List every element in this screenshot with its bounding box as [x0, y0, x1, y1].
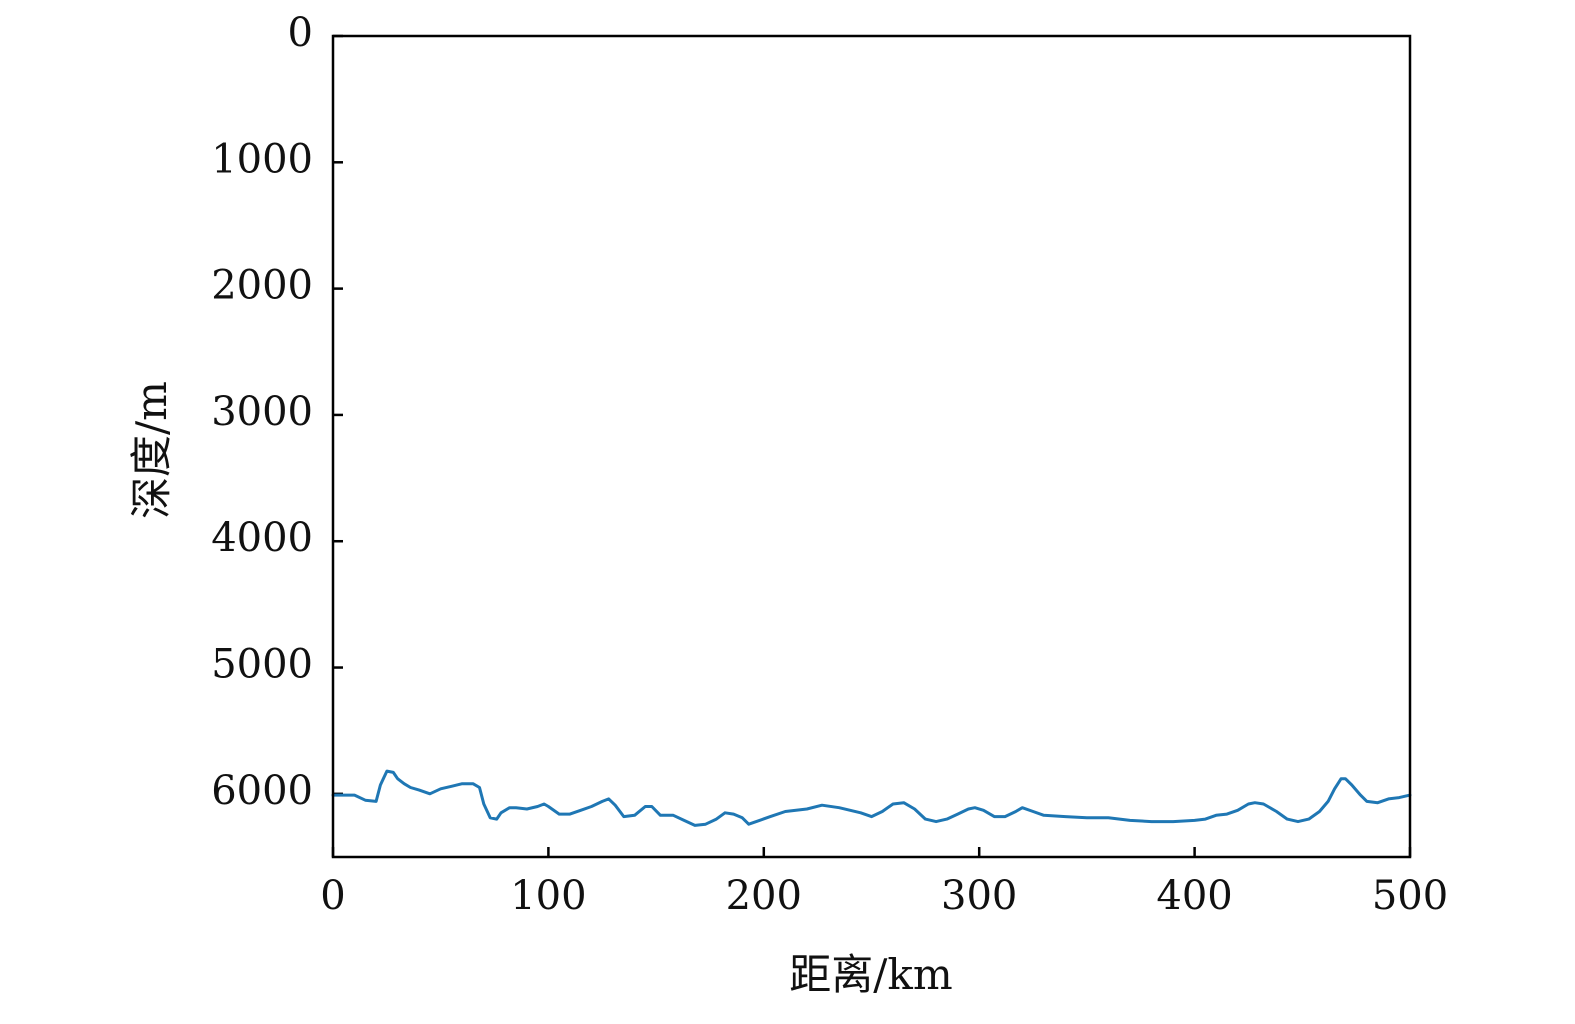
x-axis-label: 距离/km [789, 950, 952, 999]
depth-series-line [331, 769, 1412, 827]
y-tick-label: 5000 [211, 642, 313, 688]
x-tick-label: 400 [1156, 873, 1232, 919]
y-tick-label: 6000 [211, 768, 313, 814]
plot-frame [331, 34, 1412, 859]
y-tick-label: 2000 [211, 263, 313, 309]
axis-ticks [331, 34, 1412, 857]
y-axis-title: 深度/m [127, 381, 176, 519]
y-tick-label: 0 [288, 10, 313, 56]
axis-tick-labels: 0 100 200 300 400 500010002000300040005000600… [211, 10, 1448, 919]
x-tick-label: 500 [1372, 873, 1448, 919]
y-tick-label: 3000 [211, 389, 313, 435]
y-axis-label: 深度/m [127, 381, 176, 519]
x-tick-label: 300 [941, 873, 1017, 919]
x-tick-label: 0 [320, 873, 345, 919]
y-tick-label: 1000 [211, 136, 313, 182]
y-tick-label: 4000 [211, 515, 313, 561]
x-tick-label: 100 [510, 873, 586, 919]
x-tick-label: 200 [726, 873, 802, 919]
